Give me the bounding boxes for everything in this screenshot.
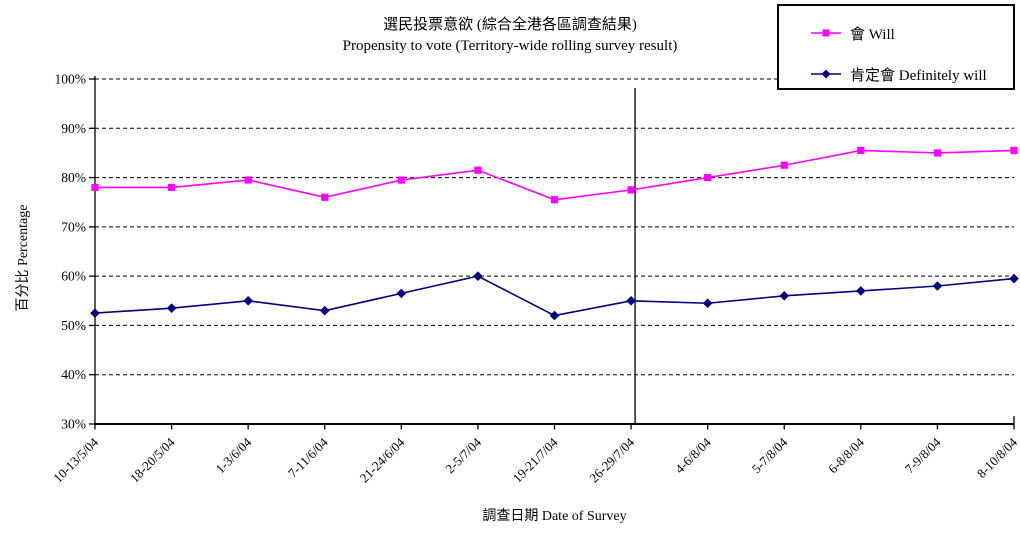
data-point-marker	[1010, 146, 1018, 155]
y-tick-label: 80%	[61, 170, 86, 185]
data-point-marker	[549, 310, 560, 321]
x-tick-label: 21-24/6/04	[356, 434, 407, 485]
data-point-marker	[91, 183, 99, 192]
data-point-marker	[704, 173, 712, 182]
x-tick-label: 1-3/6/04	[213, 434, 255, 476]
data-point-marker	[244, 176, 252, 184]
x-tick-label: 5-7/8/04	[749, 434, 791, 476]
legend: 會 Will 肯定會 Definitely will	[777, 4, 1015, 90]
data-point-marker	[932, 281, 943, 291]
data-point-marker	[243, 295, 253, 306]
y-tick-label: 70%	[61, 219, 86, 234]
data-point-marker	[397, 176, 405, 184]
x-tick-label: 6-8/8/04	[825, 434, 867, 476]
data-point-marker	[167, 183, 176, 192]
y-tick-label: 60%	[61, 269, 86, 284]
legend-label-will: 會 Will	[850, 26, 895, 43]
y-tick-label: 30%	[61, 417, 86, 432]
x-tick-label: 2-5/7/04	[442, 434, 484, 476]
data-point-marker	[166, 303, 177, 313]
x-tick-label: 10-13/5/04	[50, 434, 101, 485]
data-point-marker	[780, 161, 788, 169]
data-point-marker	[627, 186, 635, 194]
data-point-marker	[550, 196, 559, 204]
legend-item-will: 會 Will	[811, 25, 895, 43]
will-series-swatch-icon	[811, 29, 841, 37]
x-tick-label: 19-21/7/04	[510, 434, 561, 485]
data-point-marker	[856, 286, 866, 296]
data-point-marker	[857, 146, 865, 155]
x-tick-label: 8-10/8/04	[974, 434, 1020, 481]
legend-label-definitely-will: 肯定會 Definitely will	[850, 67, 987, 84]
data-point-marker	[779, 291, 790, 301]
x-tick-label: 26-29/7/04	[586, 434, 637, 485]
x-axis-title: 調查日期 Date of Survey	[482, 509, 627, 524]
series-line-0	[95, 149, 1015, 201]
data-point-marker	[396, 288, 407, 299]
data-point-marker	[1009, 273, 1019, 284]
data-point-marker	[321, 193, 329, 201]
chart-title: 選民投票意欲 (綜合全港各區調查結果) Propensity to vote (…	[0, 15, 1020, 57]
x-tick-label: 7-9/8/04	[902, 434, 944, 476]
y-tick-label: 40%	[61, 367, 86, 382]
y-tick-label: 100%	[55, 72, 87, 87]
data-point-marker	[90, 308, 100, 318]
legend-item-definitely-will: 肯定會 Definitely will	[811, 66, 987, 84]
definitely-will-series-swatch-icon	[811, 69, 841, 79]
x-tick-label: 7-11/6/04	[285, 434, 331, 480]
chart-title-zh: 選民投票意欲 (綜合全港各區調查結果)	[383, 17, 637, 33]
y-tick-label: 50%	[61, 318, 86, 333]
data-point-marker	[474, 166, 482, 174]
data-point-marker	[702, 298, 713, 309]
x-tick-label: 4-6/8/04	[672, 434, 714, 476]
chart-title-en: Propensity to vote (Territory-wide rolli…	[342, 38, 678, 54]
y-tick-label: 90%	[61, 121, 86, 136]
data-point-marker	[626, 295, 636, 306]
data-point-marker	[933, 149, 942, 157]
y-axis-title: 百分比 Percentage	[16, 204, 31, 312]
x-tick-label: 18-20/5/04	[127, 434, 178, 485]
series-line-1	[94, 275, 1015, 317]
data-point-marker	[473, 271, 483, 281]
data-point-marker	[319, 305, 330, 316]
